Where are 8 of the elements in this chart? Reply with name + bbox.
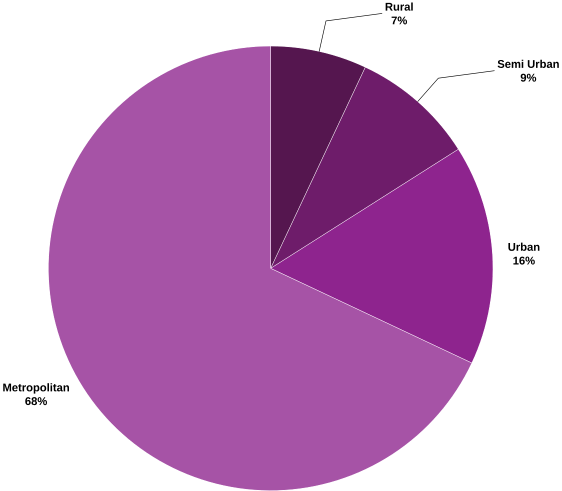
slice-label: Metropolitan (3, 383, 69, 394)
data-label: 7% (392, 16, 408, 24)
data-label: 9% (520, 74, 536, 82)
slice-label: Urban (508, 242, 540, 251)
slice-label: Semi Urban (498, 60, 559, 68)
slice-label: Rural (386, 2, 413, 11)
data-label: 68% (25, 397, 47, 406)
data-label: 16% (513, 256, 535, 265)
